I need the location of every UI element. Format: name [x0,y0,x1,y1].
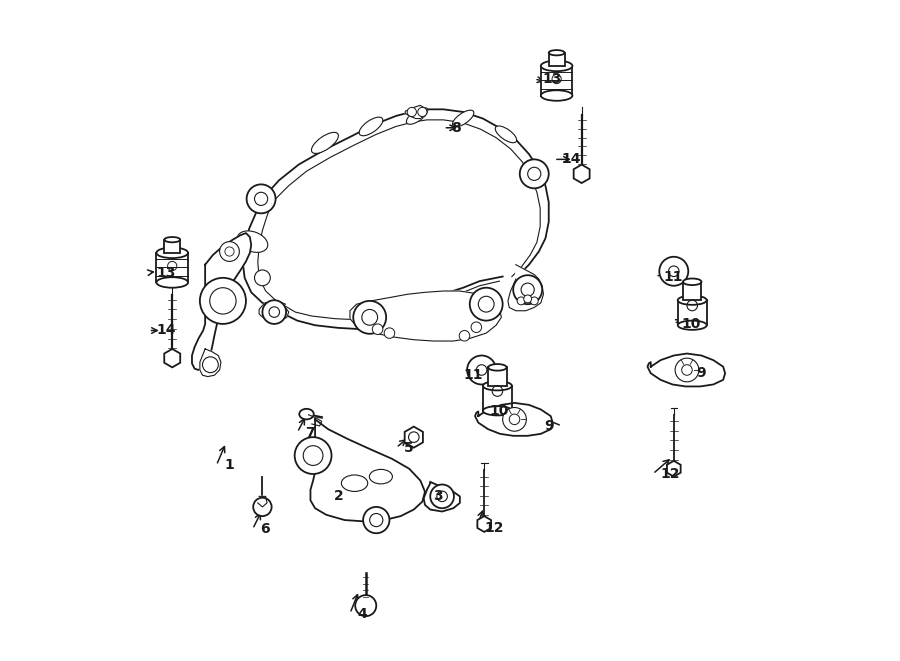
Bar [683,282,701,300]
Ellipse shape [453,110,473,127]
Circle shape [356,595,376,616]
Ellipse shape [678,295,707,305]
Circle shape [459,330,470,341]
Text: 14: 14 [562,153,581,167]
Ellipse shape [157,277,188,288]
Bar [165,240,180,253]
Ellipse shape [311,132,338,153]
Text: 9: 9 [697,366,706,380]
Text: 9: 9 [544,419,554,433]
Ellipse shape [359,117,382,136]
Text: 3: 3 [433,489,443,504]
Polygon shape [424,482,460,512]
Circle shape [255,270,270,286]
Bar [541,66,572,96]
Circle shape [418,107,427,116]
Polygon shape [647,354,725,387]
Bar [483,386,512,410]
Polygon shape [508,264,544,311]
Circle shape [220,242,239,261]
Circle shape [675,358,698,382]
Polygon shape [350,291,501,341]
Ellipse shape [678,321,707,330]
Circle shape [353,301,386,334]
Polygon shape [522,167,544,181]
Circle shape [660,256,688,286]
Polygon shape [200,349,220,377]
Bar [678,300,707,325]
Text: 10: 10 [490,404,508,418]
Circle shape [294,437,331,474]
Circle shape [503,408,526,431]
Ellipse shape [683,278,701,285]
Circle shape [430,485,454,508]
Circle shape [470,288,503,321]
Circle shape [363,507,390,533]
Bar [488,368,507,386]
Ellipse shape [369,469,392,484]
Polygon shape [248,191,273,206]
Text: 6: 6 [260,522,270,536]
Text: 10: 10 [681,317,701,331]
Circle shape [518,297,525,305]
Ellipse shape [488,364,507,371]
Ellipse shape [483,381,512,391]
Text: 7: 7 [305,426,315,440]
Ellipse shape [300,408,314,419]
Circle shape [384,328,395,338]
Polygon shape [475,403,553,436]
Bar [157,253,188,282]
Circle shape [202,357,219,373]
Ellipse shape [541,61,572,71]
Text: 14: 14 [157,323,176,338]
Circle shape [524,295,532,303]
Text: 12: 12 [484,521,504,535]
Polygon shape [257,496,267,507]
Bar [549,53,564,66]
Circle shape [373,324,382,334]
Ellipse shape [157,248,188,258]
Circle shape [471,322,482,332]
Ellipse shape [549,50,564,56]
Circle shape [407,107,417,116]
Ellipse shape [165,237,180,243]
Ellipse shape [541,91,572,100]
Circle shape [520,159,549,188]
Text: 4: 4 [358,607,367,621]
Circle shape [467,356,496,385]
Circle shape [263,300,286,324]
Text: 13: 13 [542,72,562,86]
Ellipse shape [238,231,268,253]
Circle shape [200,278,246,324]
Polygon shape [405,105,427,118]
Circle shape [530,297,538,305]
Ellipse shape [495,126,517,143]
Text: 11: 11 [663,270,683,284]
Text: 11: 11 [464,368,483,382]
Circle shape [253,498,272,516]
Text: 12: 12 [661,467,680,481]
Circle shape [513,275,542,304]
Polygon shape [259,303,289,321]
Text: 2: 2 [334,489,344,504]
Ellipse shape [341,475,368,491]
Polygon shape [310,419,425,522]
Text: 8: 8 [451,121,461,135]
Ellipse shape [407,108,428,124]
Text: 1: 1 [224,459,234,473]
Text: 5: 5 [404,441,414,455]
Circle shape [247,184,275,214]
Text: 13: 13 [157,266,176,280]
Polygon shape [309,414,321,426]
Polygon shape [192,233,251,370]
Ellipse shape [483,407,512,415]
